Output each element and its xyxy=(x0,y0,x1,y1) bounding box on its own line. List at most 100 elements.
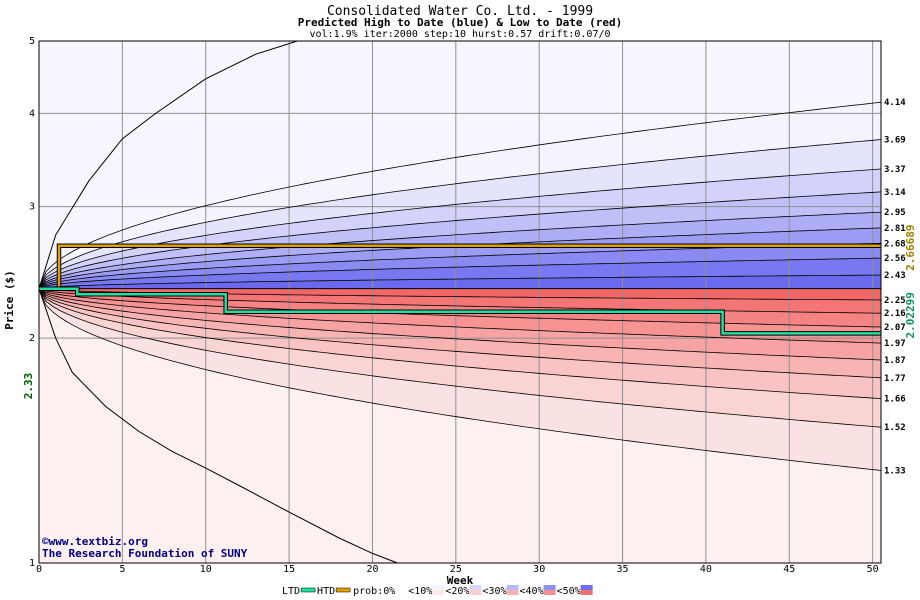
legend-swatch-red xyxy=(580,590,593,595)
y-axis-label: Price ($) xyxy=(3,270,16,330)
chart-params: vol:1.9% iter:2000 step:10 hurst:0.57 dr… xyxy=(309,29,610,40)
plot-frame xyxy=(38,40,882,564)
quantile-line xyxy=(38,288,882,471)
band-low-2 xyxy=(39,288,881,327)
legend-label: <50% xyxy=(557,586,581,597)
band-low-7 xyxy=(39,288,881,428)
band-high-1 xyxy=(39,139,881,289)
band-end-label: 3.69 xyxy=(884,136,906,146)
band-end-label: 4.14 xyxy=(884,98,906,108)
credit-org: The Research Foundation of SUNY xyxy=(42,547,248,560)
x-tick-label: 25 xyxy=(450,564,462,575)
band-high-8 xyxy=(39,275,881,289)
chart-title: Consolidated Water Co. Ltd. - 1999 xyxy=(327,4,593,19)
x-tick-label: 10 xyxy=(200,564,212,575)
quantile-line xyxy=(38,288,882,328)
legend-swatch-htd xyxy=(335,587,351,593)
quantile-line xyxy=(38,288,882,344)
band-high-outer xyxy=(39,41,881,289)
x-tick-label: 35 xyxy=(617,564,629,575)
band-end-label: 2.16 xyxy=(884,309,906,319)
x-tick-label: 5 xyxy=(119,564,125,575)
band-end-label: 2.43 xyxy=(884,271,906,281)
legend-swatch-blue xyxy=(395,585,408,590)
x-tick-label: 45 xyxy=(783,564,795,575)
band-high-3 xyxy=(39,191,881,289)
legend-swatch-ltd xyxy=(300,587,316,593)
quantile-line xyxy=(38,139,882,289)
quantile-line xyxy=(38,211,882,289)
ltd-end-value: 2.02299 xyxy=(904,292,917,338)
legend: LTD HTD prob:0% <10% <20% <30% <40% <50% xyxy=(282,585,593,597)
band-high-4 xyxy=(39,212,881,289)
band-high-2 xyxy=(39,169,881,289)
legend-swatch-red xyxy=(543,590,556,595)
right-band-labels: 4.14 3.69 3.37 3.14 2.95 2.81 2.68 2.56 2.43 2.25… xyxy=(884,98,906,476)
x-tick-label: 15 xyxy=(283,564,295,575)
quantile-line xyxy=(38,191,882,289)
y-tick-label: 4 xyxy=(29,108,35,119)
quantile-line xyxy=(38,288,882,361)
band-end-label: 2.25 xyxy=(884,296,906,306)
band-end-label: 3.37 xyxy=(884,165,906,175)
band-end-label: 1.97 xyxy=(884,339,906,349)
quantile-line xyxy=(38,257,882,290)
band-low-outer xyxy=(39,288,881,563)
legend-swatch-blue xyxy=(469,585,482,590)
x-axis-label: Week xyxy=(447,574,474,587)
legend-swatch-red xyxy=(469,590,482,595)
probability-bands xyxy=(39,41,881,563)
legend-swatch-blue xyxy=(432,585,445,590)
y-tick-label: 2 xyxy=(29,333,35,344)
legend-label: <40% xyxy=(520,586,544,597)
y-tick-label: 3 xyxy=(29,202,35,213)
legend-label: LTD xyxy=(282,586,300,597)
band-low-4 xyxy=(39,288,881,360)
price-series xyxy=(39,243,881,336)
x-tick-label: 0 xyxy=(36,564,42,575)
legend-swatch-red xyxy=(506,590,519,595)
credit-url: ©www.textbiz.org xyxy=(42,535,148,548)
x-tick-label: 40 xyxy=(700,564,712,575)
band-end-label: 1.33 xyxy=(884,467,906,477)
legend-label: <30% xyxy=(482,586,506,597)
band-low-6 xyxy=(39,288,881,399)
legend-label: <10% xyxy=(408,586,432,597)
band-end-label: 1.77 xyxy=(884,374,906,384)
band-end-label: 2.68 xyxy=(884,239,906,249)
legend-swatch-red xyxy=(395,590,408,595)
quantile-line xyxy=(38,288,882,379)
x-tick-label: 50 xyxy=(867,564,879,575)
x-tick-label: 30 xyxy=(533,564,545,575)
quantile-line xyxy=(38,288,882,314)
band-low-8 xyxy=(39,288,881,471)
legend-label: HTD xyxy=(317,586,335,597)
start-price-label: 2.33 xyxy=(22,373,35,400)
band-end-label: 2.95 xyxy=(884,208,906,218)
band-end-label: 3.14 xyxy=(884,188,906,198)
ltd-line xyxy=(39,287,881,335)
legend-swatch-blue xyxy=(580,585,593,590)
band-low-0 xyxy=(39,288,881,300)
quantile-line xyxy=(38,168,882,289)
legend-label: prob:0% xyxy=(353,586,395,597)
quantile-line xyxy=(38,274,882,290)
band-high-6 xyxy=(39,243,881,289)
band-high-7 xyxy=(39,258,881,289)
x-axis-ticks: 0 5 10 15 20 25 30 35 40 45 50 xyxy=(36,564,879,575)
y-axis-ticks: 1 2 3 4 5 xyxy=(29,36,35,569)
legend-swatch-red xyxy=(432,590,445,595)
htd-end-value: 2.66689 xyxy=(904,225,917,271)
band-end-label: 2.56 xyxy=(884,254,906,264)
band-end-label: 2.81 xyxy=(884,224,906,234)
y-tick-label: 1 xyxy=(29,558,35,569)
legend-swatch-blue xyxy=(543,585,556,590)
band-low-1 xyxy=(39,288,881,314)
legend-swatch-blue xyxy=(506,585,519,590)
band-end-label: 1.87 xyxy=(884,356,906,366)
quantile-line xyxy=(38,288,882,428)
chart-subtitle: Predicted High to Date (blue) & Low to D… xyxy=(298,16,623,29)
band-end-label: 1.66 xyxy=(884,395,906,405)
outer-low-curve xyxy=(38,288,398,564)
